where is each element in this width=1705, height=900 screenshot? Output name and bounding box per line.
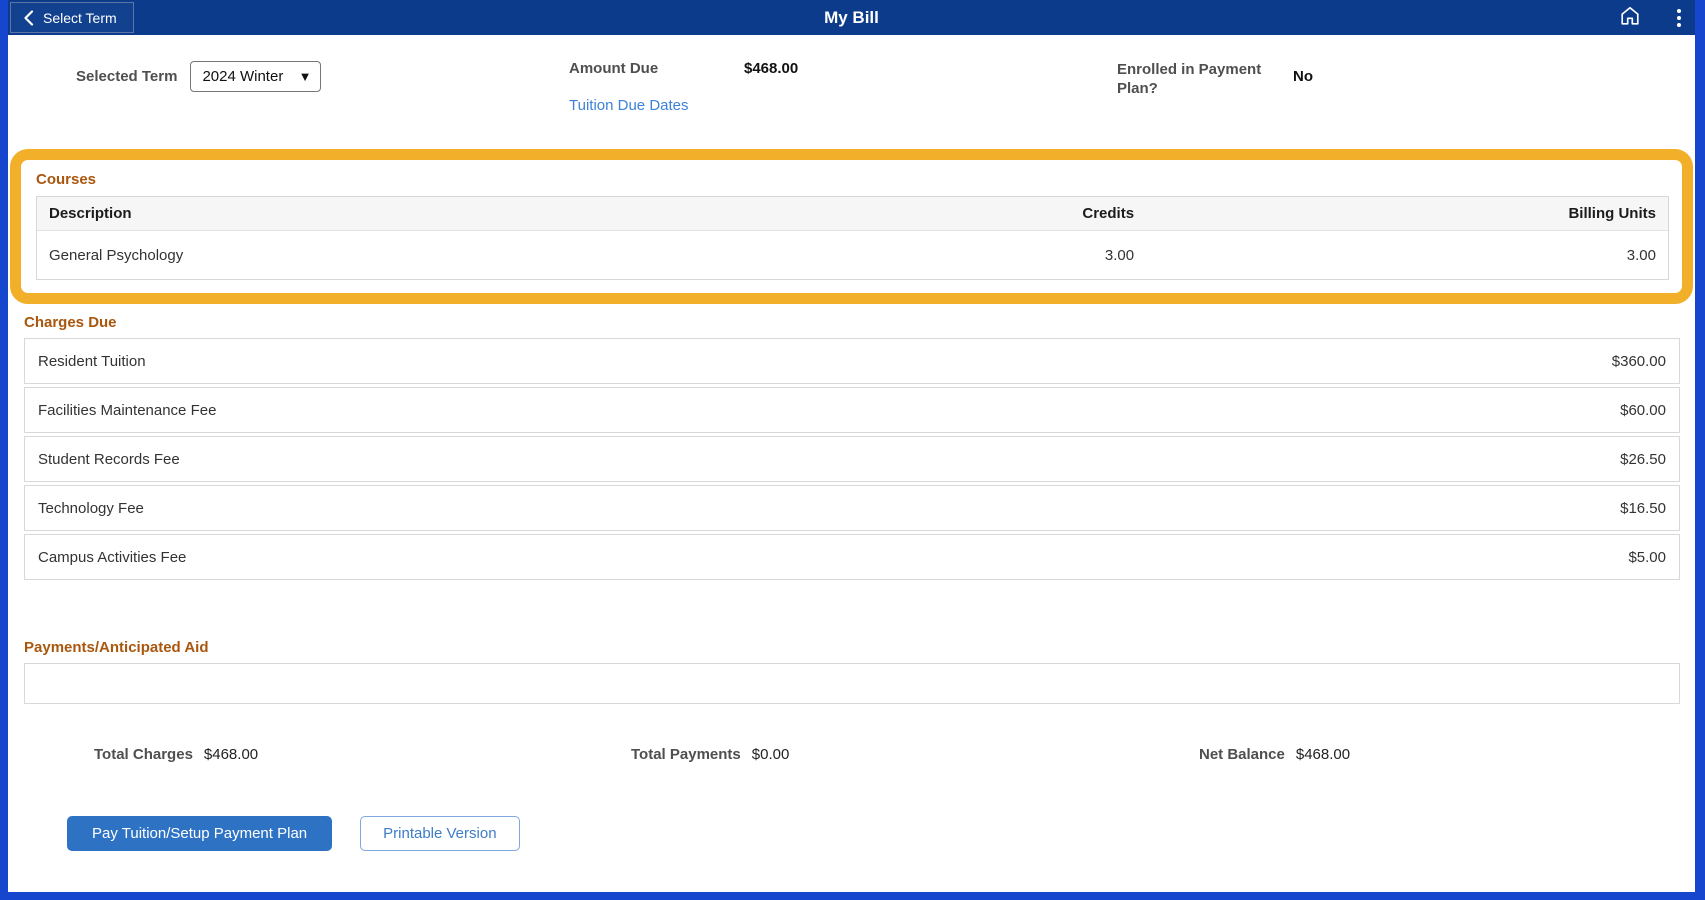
my-bill-page: Select Term My Bill Selected Term <box>8 0 1695 892</box>
charge-amount: $60.00 <box>1620 401 1666 419</box>
total-payments: Total Payments $0.00 <box>631 746 789 763</box>
charge-row: Technology Fee $16.50 <box>24 485 1680 531</box>
course-description: General Psychology <box>49 246 184 264</box>
select-term-back-button[interactable]: Select Term <box>10 2 134 33</box>
total-charges-label: Total Charges <box>94 746 193 763</box>
home-icon <box>1619 5 1641 30</box>
amount-due-value: $468.00 <box>744 60 799 77</box>
column-credits: Credits <box>1082 205 1135 222</box>
charge-label: Resident Tuition <box>38 352 146 370</box>
charge-amount: $360.00 <box>1611 352 1666 370</box>
payment-plan-value: No <box>1293 68 1313 85</box>
course-row: General Psychology 3.00 3.00 <box>37 231 1668 279</box>
topbar-actions <box>1619 0 1687 35</box>
net-balance: Net Balance $468.00 <box>1199 746 1350 763</box>
charge-amount: $26.50 <box>1620 450 1666 468</box>
course-credits: 3.00 <box>1104 246 1135 264</box>
selected-term-group: Selected Term 2024 Winter ▼︎ <box>76 61 322 92</box>
amount-due-group: Amount Due $468.00 Tuition Due Dates <box>569 60 798 115</box>
charge-row: Facilities Maintenance Fee $60.00 <box>24 387 1680 433</box>
net-balance-label: Net Balance <box>1199 746 1285 763</box>
chevron-left-icon <box>23 9 34 26</box>
courses-table-header: Description Credits Billing Units <box>37 197 1668 231</box>
more-actions-button[interactable] <box>1671 5 1687 31</box>
payments-heading: Payments/Anticipated Aid <box>24 639 209 656</box>
charge-row: Resident Tuition $360.00 <box>24 338 1680 384</box>
charge-label: Technology Fee <box>38 499 144 517</box>
printable-version-button[interactable]: Printable Version <box>360 816 520 851</box>
charge-label: Campus Activities Fee <box>38 548 187 566</box>
course-billing-units: 3.00 <box>1626 246 1656 264</box>
selected-term-label: Selected Term <box>76 68 178 85</box>
total-charges-value: $468.00 <box>203 746 259 763</box>
charge-label: Facilities Maintenance Fee <box>38 401 217 419</box>
net-balance-value: $468.00 <box>1295 746 1351 763</box>
payment-plan-group: Enrolled in Payment Plan? No <box>1117 60 1313 98</box>
back-button-label: Select Term <box>43 9 117 26</box>
charges-list: Resident Tuition $360.00 Facilities Main… <box>24 338 1680 580</box>
amount-due-label: Amount Due <box>569 60 659 77</box>
courses-heading: Courses <box>36 171 97 188</box>
charge-amount: $5.00 <box>1628 548 1666 566</box>
chevron-down-icon: ▼︎ <box>298 69 312 84</box>
term-select-value: 2024 Winter <box>202 68 284 85</box>
column-billing-units: Billing Units <box>1568 205 1656 222</box>
payments-empty-list <box>24 663 1680 704</box>
tuition-due-dates-link[interactable]: Tuition Due Dates <box>569 97 689 114</box>
charges-due-heading: Charges Due <box>24 314 117 331</box>
term-select-dropdown[interactable]: 2024 Winter ▼︎ <box>190 61 322 92</box>
charge-row: Campus Activities Fee $5.00 <box>24 534 1680 580</box>
courses-highlight-annotation: Courses Description Credits Billing Unit… <box>10 149 1693 304</box>
total-charges: Total Charges $468.00 <box>94 746 258 763</box>
bill-content: Selected Term 2024 Winter ▼︎ Amount Due … <box>8 35 1695 892</box>
payment-plan-label: Enrolled in Payment Plan? <box>1117 61 1262 97</box>
action-buttons: Pay Tuition/Setup Payment Plan Printable… <box>8 816 1695 851</box>
pay-tuition-button[interactable]: Pay Tuition/Setup Payment Plan <box>67 816 333 851</box>
charge-amount: $16.50 <box>1620 499 1666 517</box>
charge-label: Student Records Fee <box>38 450 180 468</box>
total-payments-value: $0.00 <box>751 746 790 763</box>
courses-table: Description Credits Billing Units Genera… <box>36 196 1669 280</box>
top-navigation-bar: Select Term My Bill <box>8 0 1695 35</box>
charges-due-section: Charges Due Resident Tuition $360.00 Fac… <box>8 304 1695 580</box>
home-button[interactable] <box>1619 5 1641 30</box>
page-title: My Bill <box>824 7 879 27</box>
bill-summary-header: Selected Term 2024 Winter ▼︎ Amount Due … <box>8 35 1695 147</box>
column-description: Description <box>49 205 132 222</box>
kebab-menu-icon <box>1677 8 1681 13</box>
totals-row: Total Charges $468.00 Total Payments $0.… <box>8 746 1695 768</box>
payments-anticipated-aid-section: Payments/Anticipated Aid <box>8 583 1695 704</box>
total-payments-label: Total Payments <box>631 746 741 763</box>
charge-row: Student Records Fee $26.50 <box>24 436 1680 482</box>
